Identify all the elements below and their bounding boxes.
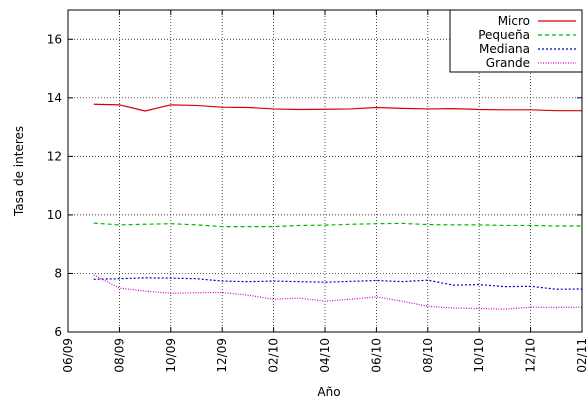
y-axis-label: Tasa de interes: [12, 126, 26, 217]
legend-label: Pequeña: [478, 28, 530, 42]
x-tick-label: 02/10: [267, 338, 281, 373]
series-line-mediana: [93, 277, 583, 290]
y-tick-label: 6: [54, 325, 62, 339]
series-line-micro: [93, 103, 582, 112]
x-tick-label: 04/10: [318, 338, 332, 373]
series-line-grande: [93, 274, 583, 310]
x-tick-label: 10/10: [472, 338, 486, 373]
x-tick-label: 06/09: [61, 338, 75, 373]
x-tick-label: 08/09: [112, 338, 126, 373]
y-tick-label: 16: [47, 32, 62, 46]
x-tick-label: 08/10: [421, 338, 435, 373]
y-tick-label: 12: [47, 149, 62, 163]
y-tick-label: 8: [54, 266, 62, 280]
x-tick-label: 12/09: [215, 338, 229, 373]
legend-label: Mediana: [479, 42, 530, 56]
x-tick-label: 10/09: [164, 338, 178, 373]
x-tick-label: 02/11: [575, 338, 587, 373]
x-tick-label: 12/10: [524, 338, 538, 373]
series-line-pequeña: [93, 222, 582, 228]
axis-tick-labels: 6 8 10 12 14 16 06/09 08/09 10/09 12/09 02/10 04/10…: [47, 32, 587, 372]
y-tick-label: 14: [47, 91, 62, 105]
legend-label: Micro: [498, 14, 530, 28]
x-axis-label: Año: [317, 385, 340, 399]
y-tick-label: 10: [47, 208, 62, 222]
x-tick-label: 06/10: [369, 338, 383, 373]
legend-label: Grande: [486, 56, 530, 70]
series-lines: [93, 103, 583, 310]
legend-box: [449, 9, 583, 73]
